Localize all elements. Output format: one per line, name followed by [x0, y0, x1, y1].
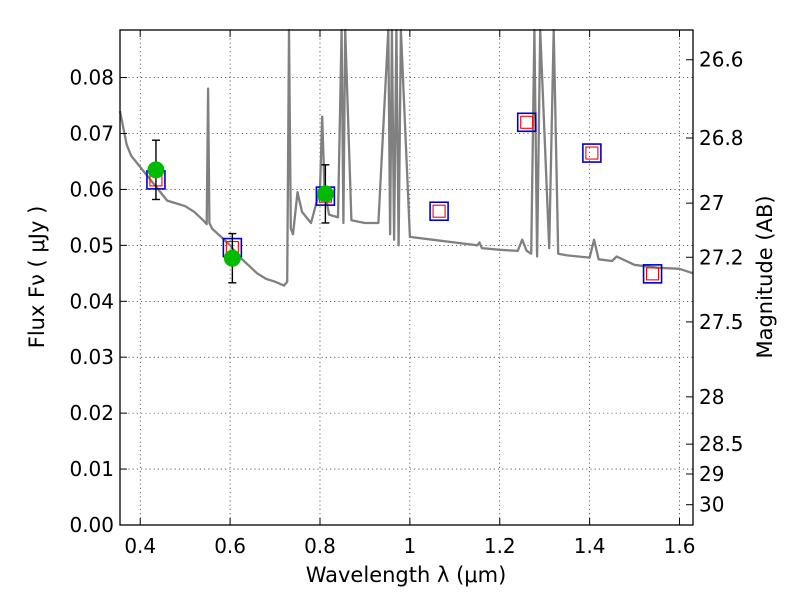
x-tick-label: 0.4	[124, 534, 156, 558]
model-spectrum-layer	[118, 28, 694, 287]
magnitude-tick-label: 30	[699, 493, 724, 517]
x-axis-label: Wavelength λ (μm)	[306, 563, 507, 587]
x-tick-label: 1.2	[484, 534, 516, 558]
x-tick-label: 1.4	[574, 534, 606, 558]
y-tick-label: 0.01	[69, 457, 114, 481]
y-tick-label: 0.02	[69, 401, 114, 425]
y-tick-label: 0.04	[69, 289, 114, 313]
magnitude-tick-label: 29	[699, 462, 724, 486]
observed-point	[223, 249, 241, 267]
magnitude-axis-label: Magnitude (AB)	[753, 195, 777, 358]
model-band-inner-square	[585, 146, 599, 160]
magnitude-tick-label: 28	[699, 385, 724, 409]
y-tick-label: 0.06	[69, 177, 114, 201]
magnitude-tick-label: 27	[699, 191, 724, 215]
magnitude-tick-label: 28.5	[699, 432, 744, 456]
grid	[120, 30, 693, 526]
observed-point	[147, 161, 165, 179]
y-tick-label: 0.08	[69, 66, 114, 90]
magnitude-tick-label: 26.8	[699, 126, 744, 150]
y-tick-label: 0.05	[69, 233, 114, 257]
model-spectrum-line	[118, 28, 694, 287]
x-tick-label: 0.6	[214, 534, 246, 558]
model-band-square	[642, 264, 663, 284]
model-band-inner-square	[646, 267, 660, 281]
x-tick-label: 1.6	[664, 534, 696, 558]
y-tick-label: 0.03	[69, 345, 114, 369]
magnitude-tick-label: 26.6	[699, 48, 744, 72]
model-band-square	[582, 143, 602, 163]
y-tick-label: 0.07	[69, 121, 114, 145]
observed-point	[316, 185, 334, 203]
x-tick-label: 0.8	[304, 534, 336, 558]
model-band-inner-square	[432, 204, 446, 218]
magnitude-tick-label: 27.5	[699, 310, 744, 334]
model-band-inner-square	[520, 115, 534, 129]
model-band-square	[429, 201, 449, 222]
ticks-layer: 0.4 0.6 0.8 1 1.2 1.4 1.6 0.00 0.01 0.02 0.03 0.04 0…	[69, 30, 744, 558]
magnitude-tick-label: 27.2	[699, 245, 744, 269]
plot-frame	[119, 29, 694, 526]
y-axis-label: Flux Fν ( μJy )	[25, 206, 49, 349]
y-tick-label: 0.00	[69, 513, 114, 537]
data-points-layer	[146, 112, 663, 284]
x-tick-label: 1	[404, 534, 417, 558]
model-band-square	[516, 112, 537, 133]
